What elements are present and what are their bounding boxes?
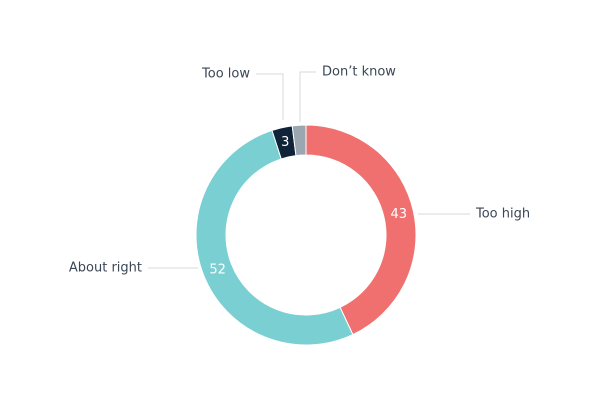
leader-lines-group: [148, 71, 470, 269]
category-label-too-high: Too high: [475, 207, 530, 222]
slices-group: [195, 124, 417, 346]
leader-line-don-t-know: [299, 71, 316, 122]
slice-don-t-know: [291, 124, 307, 157]
category-label-about-right: About right: [69, 261, 142, 276]
data-label-about-right: 52: [209, 262, 226, 277]
data-label-too-high: 43: [390, 207, 407, 222]
data-label-too-low: 3: [281, 135, 289, 150]
leader-line-too-low: [256, 73, 284, 120]
slice-about-right: [195, 129, 354, 346]
category-label-too-low: Too low: [201, 67, 250, 82]
slice-too-high: [305, 124, 417, 336]
category-label-don-t-know: Don’t know: [322, 65, 396, 80]
labels-group: 43 Too high 52 About right 3 Too low Don’t kno…: [69, 65, 530, 278]
